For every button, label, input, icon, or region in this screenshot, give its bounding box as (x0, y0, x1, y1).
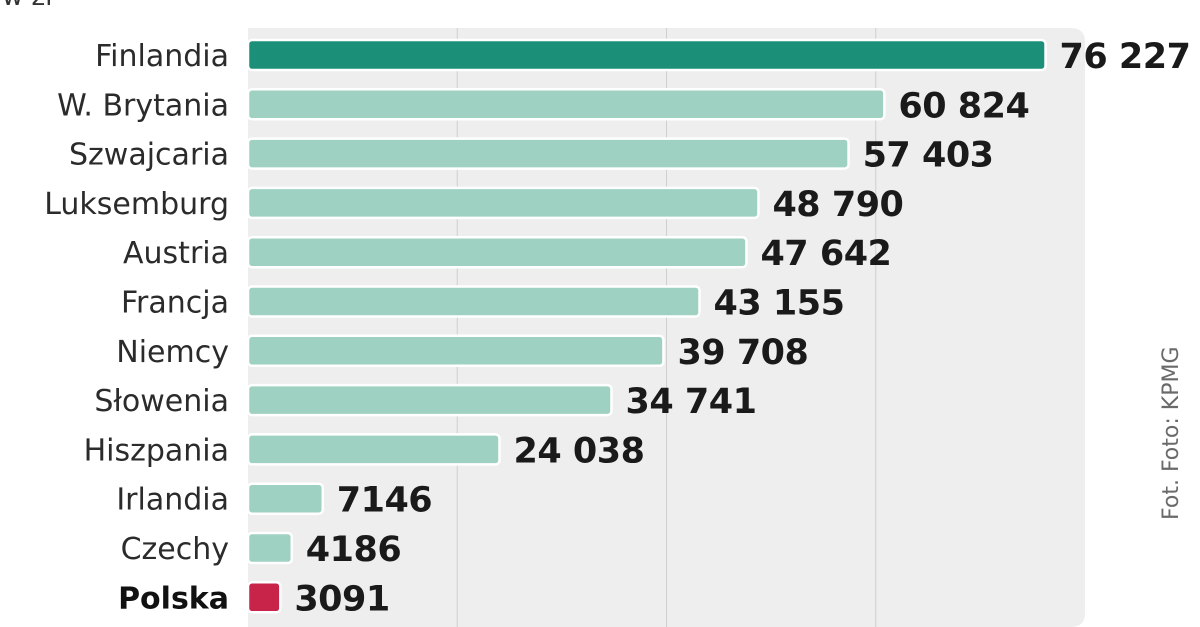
bar (246, 433, 501, 466)
value-label: 34 741 (625, 382, 756, 422)
value-label: 24 038 (513, 431, 644, 471)
source-credit: Fot. Foto: KPMG (1159, 346, 1184, 521)
bar (246, 235, 748, 269)
value-label: 4186 (306, 530, 401, 570)
value-label: 48 790 (772, 185, 903, 225)
value-label: 60 824 (898, 86, 1029, 126)
category-label: Austria (123, 236, 229, 271)
category-label: W. Brytania (57, 88, 229, 123)
category-label: Luksemburg (44, 187, 229, 222)
bar (246, 383, 613, 417)
bar (246, 334, 665, 368)
bar (246, 88, 886, 121)
bar (246, 38, 1047, 72)
value-labels: 76 227 60 824 57 403 48 790 47 642 43 155 39 7… (294, 37, 1191, 619)
category-label: Szwajcaria (69, 138, 229, 173)
value-label: 47 642 (760, 234, 891, 274)
value-label: 76 227 (1060, 37, 1191, 77)
category-label: Finlandia (95, 39, 229, 74)
unit-label: w zł (2, 0, 53, 10)
category-labels: Finlandia W. Brytania Szwajcaria Luksemburg… (44, 39, 229, 616)
gridlines (456, 28, 877, 627)
bar (246, 581, 282, 614)
bar (246, 285, 701, 318)
bar (246, 482, 325, 515)
value-label: 3091 (294, 579, 389, 619)
value-label: 7146 (337, 481, 432, 521)
category-label: Hiszpania (84, 433, 229, 468)
category-label: Czechy (121, 532, 229, 567)
bar (246, 186, 760, 220)
category-label: Irlandia (116, 483, 229, 518)
bar (246, 531, 294, 565)
category-label: Niemcy (116, 335, 229, 370)
value-label: 39 708 (677, 333, 808, 373)
bars (246, 38, 1047, 614)
bar (246, 137, 850, 170)
category-label: Słowenia (94, 384, 229, 419)
category-label: Francja (121, 286, 229, 321)
category-label: Polska (118, 581, 229, 616)
value-label: 43 155 (714, 284, 845, 324)
value-label: 57 403 (863, 136, 994, 176)
